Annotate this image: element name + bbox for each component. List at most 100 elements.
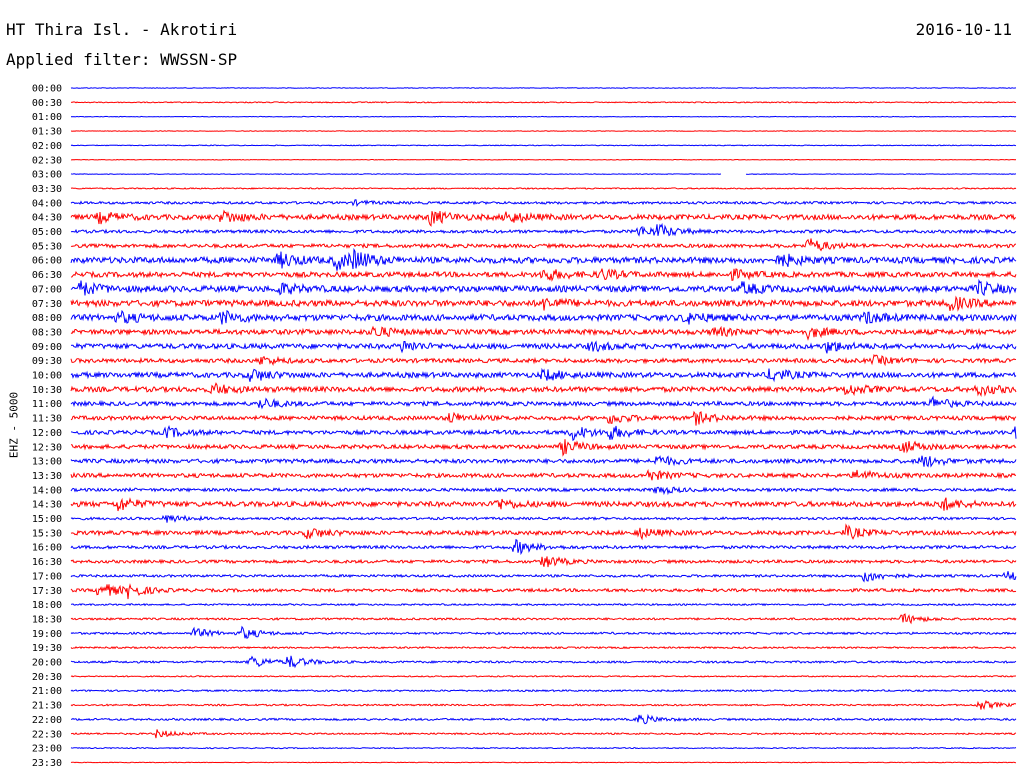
time-label-0930: 09:30 xyxy=(32,356,62,367)
trace-0000 xyxy=(70,87,1017,89)
time-label-1430: 14:30 xyxy=(32,500,62,511)
trace-1600 xyxy=(70,538,1017,556)
trace-0700 xyxy=(70,278,1017,297)
trace-1730 xyxy=(70,583,1017,600)
time-label-2130: 21:30 xyxy=(32,701,62,712)
trace-0500 xyxy=(70,222,1017,237)
trace-1900 xyxy=(70,625,1017,639)
time-label-2200: 22:00 xyxy=(32,715,62,726)
time-label-1600: 16:00 xyxy=(32,543,62,554)
trace-1230 xyxy=(71,439,1017,457)
time-label-0030: 00:30 xyxy=(32,98,62,109)
time-label-0500: 05:00 xyxy=(32,227,62,238)
trace-1430 xyxy=(70,497,1017,512)
time-label-1400: 14:00 xyxy=(32,485,62,496)
trace-0200 xyxy=(70,144,1017,147)
trace-1030 xyxy=(70,382,1017,397)
trace-1330 xyxy=(70,468,1017,481)
trace-1700 xyxy=(70,571,1017,583)
time-label-0630: 06:30 xyxy=(32,270,62,281)
trace-0330 xyxy=(70,187,1017,190)
trace-2030 xyxy=(70,675,1016,678)
trace-0630 xyxy=(70,268,1017,282)
trace-2330 xyxy=(70,761,1017,764)
trace-1000 xyxy=(70,367,1017,383)
time-label-1800: 18:00 xyxy=(32,600,62,611)
trace-2200 xyxy=(71,713,1017,725)
trace-1530 xyxy=(70,523,1017,541)
time-label-1730: 17:30 xyxy=(32,586,62,597)
time-label-0730: 07:30 xyxy=(32,299,62,310)
trace-0530 xyxy=(70,238,1017,252)
time-label-0200: 02:00 xyxy=(32,141,62,152)
time-label-1100: 11:00 xyxy=(32,399,62,410)
filter-label: Applied filter: WWSSN-SP xyxy=(6,50,238,69)
time-label-1330: 13:30 xyxy=(32,471,62,482)
trace-2300 xyxy=(70,746,1017,750)
trace-0600 xyxy=(70,247,1017,271)
time-label-1900: 19:00 xyxy=(32,629,62,640)
time-label-0900: 09:00 xyxy=(32,342,62,353)
time-label-2330: 23:30 xyxy=(32,758,62,769)
trace-0100 xyxy=(70,115,1017,118)
time-label-1830: 18:30 xyxy=(32,614,62,625)
trace-0400 xyxy=(70,199,1017,208)
time-label-2030: 20:30 xyxy=(32,672,62,683)
time-label-0600: 06:00 xyxy=(32,256,62,267)
trace-0800 xyxy=(70,309,1017,325)
time-label-1300: 13:00 xyxy=(32,457,62,468)
time-label-1200: 12:00 xyxy=(32,428,62,439)
time-label-1230: 12:30 xyxy=(32,442,62,453)
time-label-2230: 22:30 xyxy=(32,729,62,740)
time-label-0230: 02:30 xyxy=(32,155,62,166)
record-date: 2016-10-11 xyxy=(915,20,1012,39)
trace-1500 xyxy=(70,514,1017,523)
trace-2230 xyxy=(71,729,1017,739)
trace-0930 xyxy=(70,354,1017,367)
time-label-0000: 00:00 xyxy=(32,84,62,95)
trace-0900 xyxy=(70,340,1017,354)
time-label-2100: 21:00 xyxy=(32,686,62,697)
time-label-1130: 11:30 xyxy=(32,414,62,425)
time-label-2300: 23:00 xyxy=(32,744,62,755)
time-label-0130: 01:30 xyxy=(32,127,62,138)
time-label-0300: 03:00 xyxy=(32,170,62,181)
time-label-0100: 01:00 xyxy=(32,112,62,123)
trace-0030 xyxy=(70,101,1017,104)
time-label-1700: 17:00 xyxy=(32,571,62,582)
trace-2100 xyxy=(70,689,1017,693)
trace-2130 xyxy=(70,699,1017,710)
trace-0300 xyxy=(70,173,1017,175)
time-label-1530: 15:30 xyxy=(32,528,62,539)
time-label-1500: 15:00 xyxy=(32,514,62,525)
trace-1300 xyxy=(70,455,1017,468)
time-label-0530: 05:30 xyxy=(32,241,62,252)
trace-1930 xyxy=(70,646,1017,650)
time-label-1030: 10:30 xyxy=(32,385,62,396)
trace-1630 xyxy=(70,556,1017,568)
trace-0130 xyxy=(70,130,1017,132)
trace-0230 xyxy=(70,158,1017,161)
trace-1830 xyxy=(70,613,1017,625)
station-title: HT Thira Isl. - Akrotiri xyxy=(6,20,238,39)
trace-1130 xyxy=(70,410,1017,426)
time-label-1630: 16:30 xyxy=(32,557,62,568)
trace-1800 xyxy=(71,602,1017,607)
trace-2000 xyxy=(70,655,1017,669)
trace-1400 xyxy=(70,486,1017,496)
time-label-1000: 10:00 xyxy=(32,371,62,382)
time-label-0830: 08:30 xyxy=(32,327,62,338)
trace-1100 xyxy=(70,395,1017,410)
time-label-0330: 03:30 xyxy=(32,184,62,195)
time-label-0430: 04:30 xyxy=(32,213,62,224)
trace-1200 xyxy=(70,424,1017,442)
time-label-0800: 08:00 xyxy=(32,313,62,324)
time-label-2000: 20:00 xyxy=(32,658,62,669)
time-label-0700: 07:00 xyxy=(32,284,62,295)
time-label-1930: 19:30 xyxy=(32,643,62,654)
trace-0430 xyxy=(70,209,1017,227)
time-label-0400: 04:00 xyxy=(32,198,62,209)
trace-0730 xyxy=(70,295,1017,312)
trace-0830 xyxy=(70,325,1017,341)
